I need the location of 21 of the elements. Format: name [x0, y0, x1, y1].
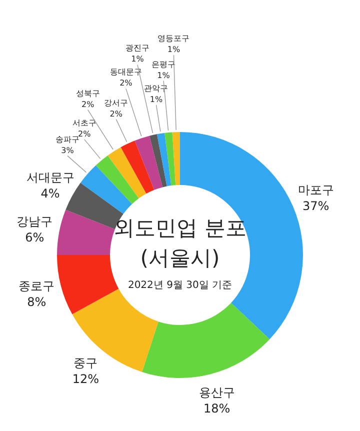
data-label: 2%	[81, 100, 95, 109]
slice-label: 서초구	[72, 118, 96, 128]
slice-label: 강서구	[104, 98, 128, 108]
slice-label: 은평구	[152, 60, 176, 69]
slice-label: 송파구	[55, 134, 80, 144]
data-label: 2%	[110, 109, 123, 118]
slice-label: 광진구	[125, 44, 150, 53]
slice-label: 관악구	[144, 84, 168, 93]
slice-label: 동대문구	[110, 68, 142, 77]
data-label: 1%	[131, 54, 144, 64]
data-label: 2%	[120, 78, 133, 88]
data-label: 2%	[78, 129, 92, 138]
data-label: 1%	[157, 70, 170, 80]
text: 2022년 9월 30일 기준	[128, 280, 232, 291]
text: 외도민업 분포	[114, 216, 246, 240]
data-label: 1%	[167, 45, 180, 54]
text: (서울시)	[140, 246, 220, 270]
slice-label: 성북구	[76, 88, 100, 98]
data-label: 1%	[150, 94, 163, 104]
data-label: 3%	[61, 146, 74, 155]
slice-label: 영등포구	[158, 34, 190, 44]
